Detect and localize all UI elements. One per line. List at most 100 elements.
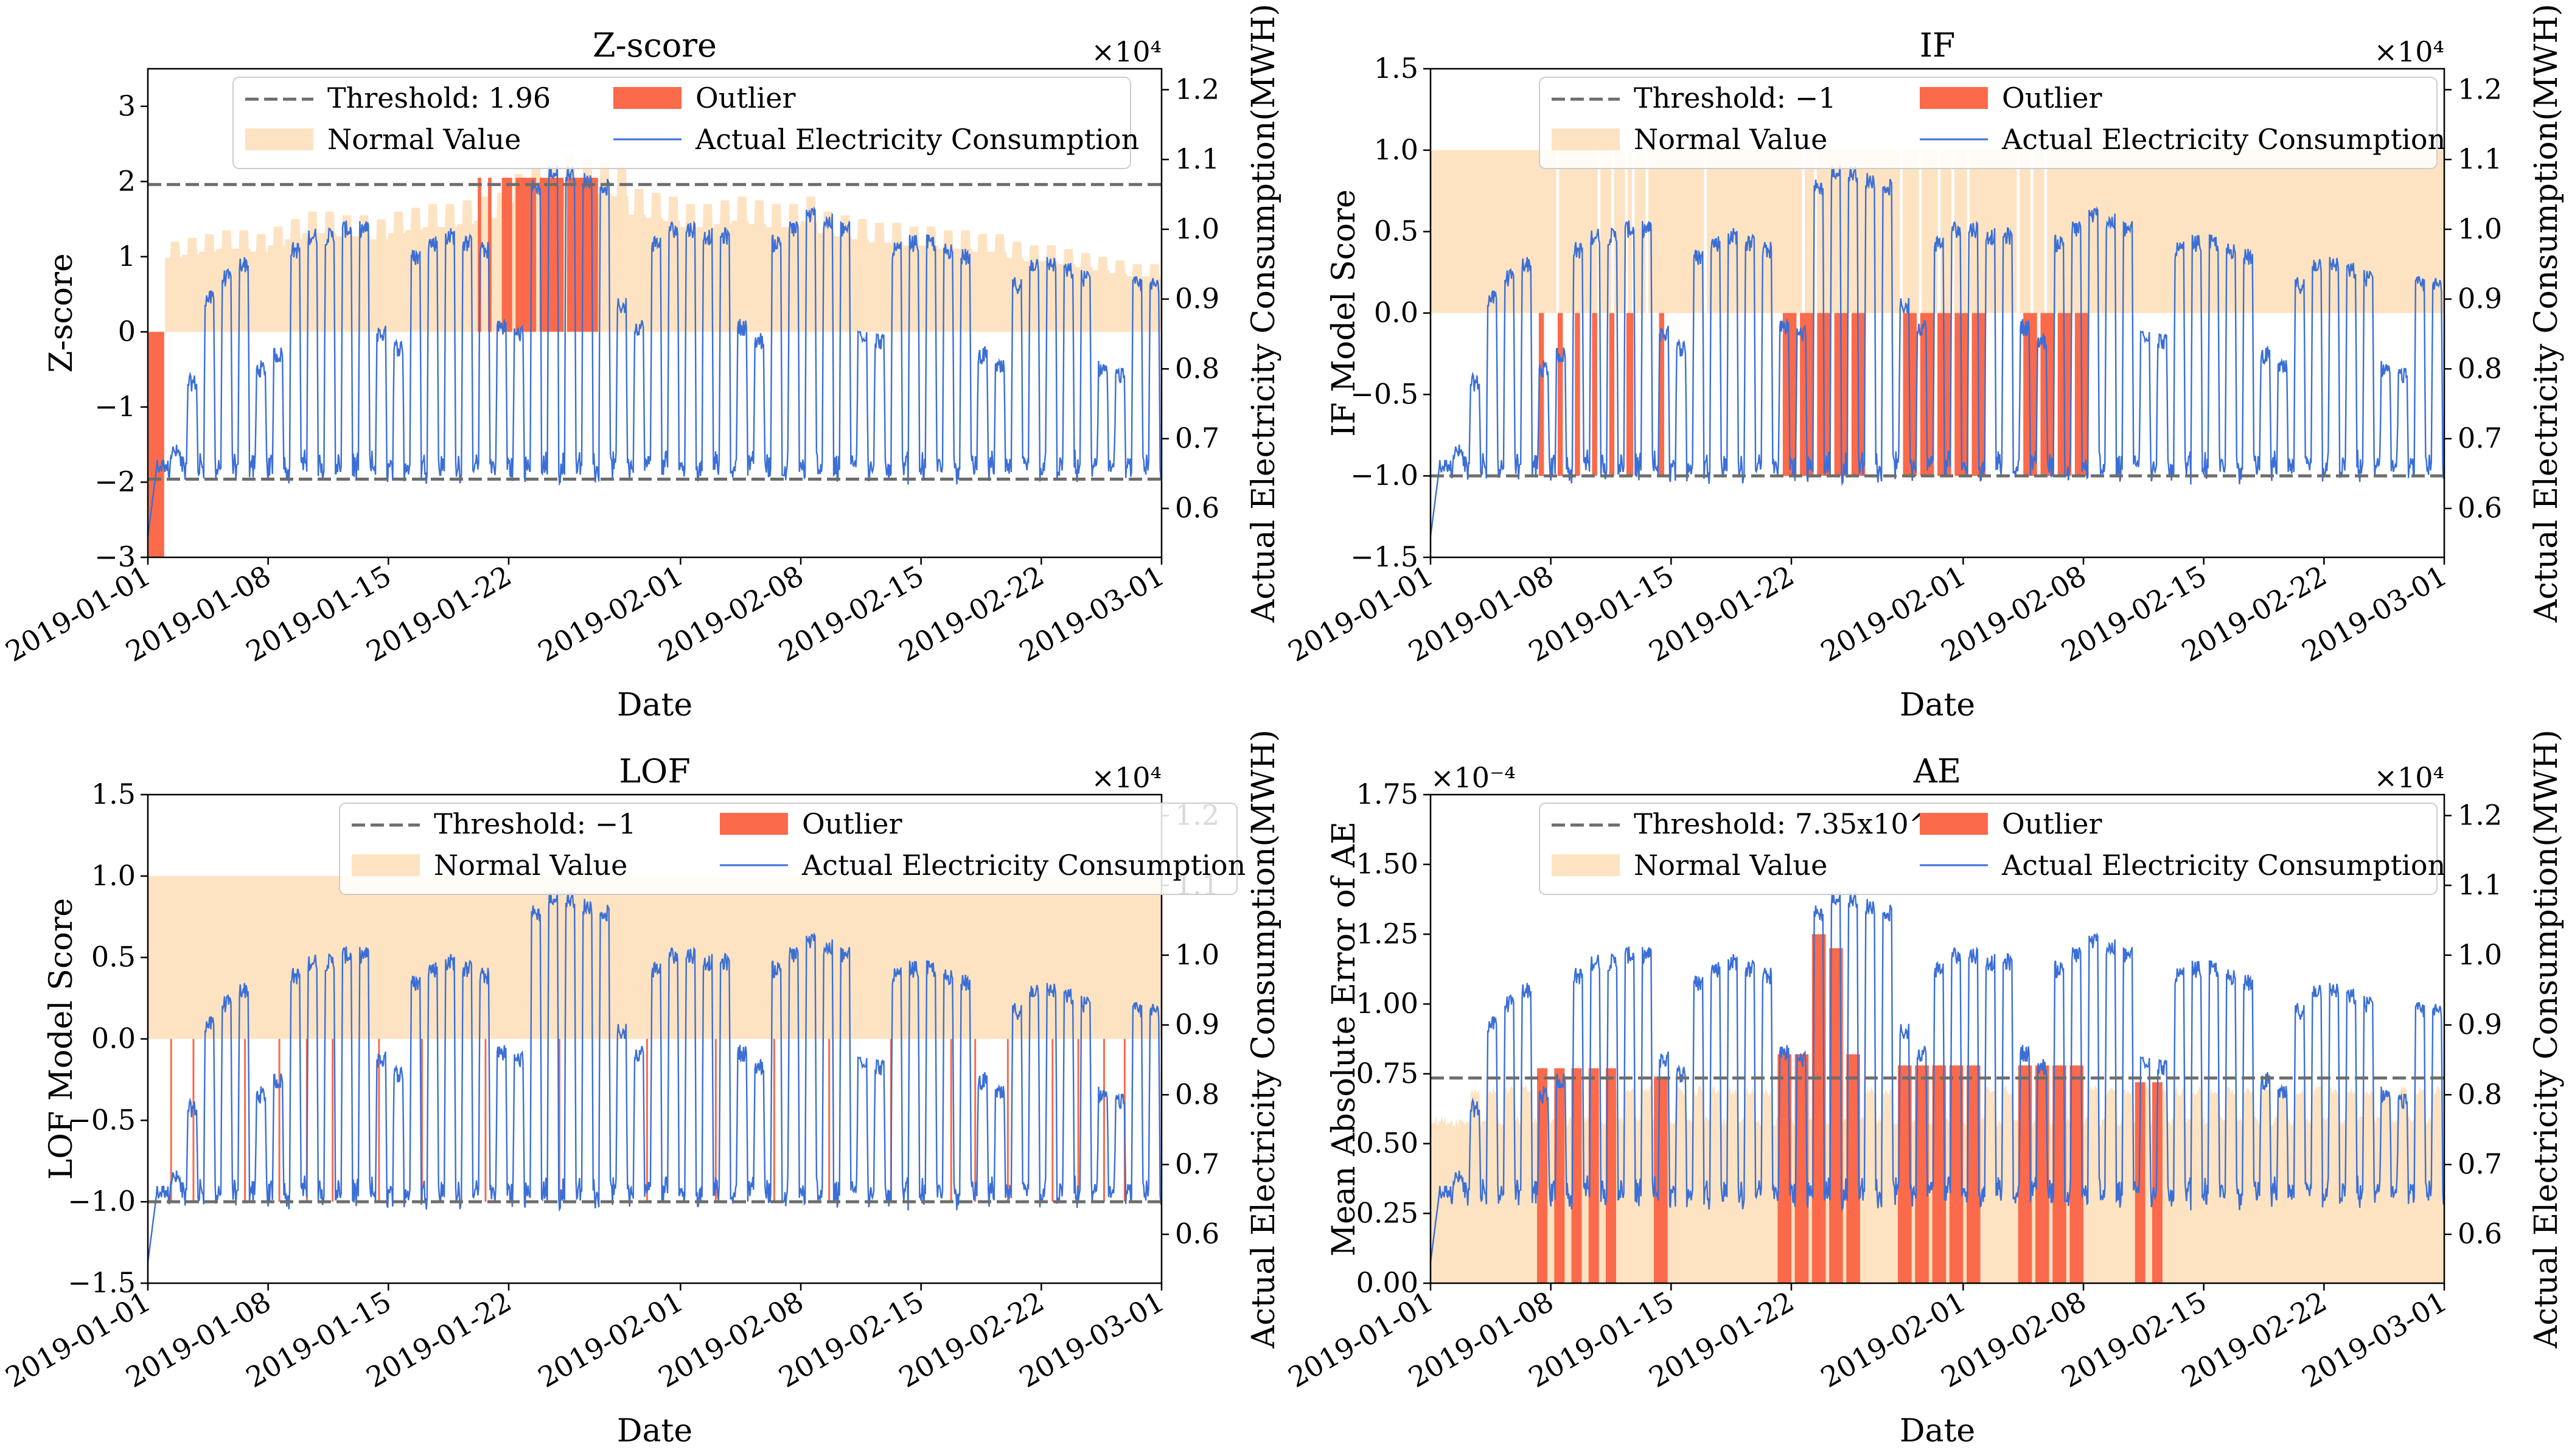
y-tick-label: 1.5 — [91, 778, 136, 810]
normal-band — [1805, 150, 1814, 313]
y-tick-label: 1.00 — [1356, 987, 1418, 1020]
outlier-bar — [2135, 1082, 2145, 1283]
y-tick-label: 0.75 — [1356, 1057, 1418, 1090]
y2-tick-label: 0.9 — [2458, 282, 2502, 315]
outlier-bar — [192, 1039, 195, 1202]
y2-tick-label: 0.8 — [1175, 1078, 1219, 1110]
y2-tick-label: 1.0 — [2458, 212, 2502, 245]
outlier-bar — [484, 1039, 487, 1202]
y-tick-label: 0.50 — [1356, 1127, 1418, 1160]
legend-normal-label: Normal Value — [1634, 849, 1827, 882]
y2-tick-label: 0.7 — [1175, 422, 1219, 455]
plot-area — [1431, 150, 2444, 537]
legend-actual-label: Actual Electricity Consumption — [801, 849, 1246, 882]
y2-tick-label: 1.0 — [1175, 212, 1219, 245]
x-axis-label: Date — [1900, 687, 1975, 723]
y2-multiplier: ×10⁴ — [2374, 35, 2444, 68]
legend: Threshold: 1.96 Outlier Normal Value Actual… — [232, 77, 1139, 169]
y2-axis-label: Actual Electricity Consumption(MWH) — [1246, 730, 1282, 1349]
legend-outlier-swatch — [720, 813, 788, 835]
plot-area — [148, 876, 1162, 1263]
actual-consumption-line — [148, 891, 1162, 1263]
outlier-bar — [170, 1039, 172, 1202]
y-tick-label: −1.0 — [1350, 459, 1418, 492]
legend-actual-label: Actual Electricity Consumption — [695, 123, 1139, 156]
outlier-bar — [1006, 1039, 1009, 1202]
normal-band — [2033, 150, 2044, 313]
y-tick-label: 1.50 — [1356, 848, 1418, 880]
legend-threshold-label: Threshold: −1 — [434, 807, 636, 840]
outlier-bar — [1575, 313, 1580, 476]
y-tick-label: 0.00 — [1356, 1266, 1418, 1299]
outlier-bar — [1932, 1065, 1947, 1283]
normal-band — [2047, 150, 2444, 313]
legend-normal-label: Normal Value — [434, 849, 627, 882]
outlier-bar — [1588, 1068, 1599, 1283]
y-tick-label: −1.0 — [68, 1185, 136, 1217]
legend-outlier-label: Outlier — [2002, 807, 2102, 840]
outlier-bar — [2018, 1065, 2032, 1283]
actual-consumption-line — [148, 165, 1162, 537]
chart-title: IF — [1920, 26, 1956, 64]
y-axis-label: LOF Model Score — [43, 898, 80, 1180]
outlier-bar — [2035, 1065, 2049, 1283]
y-multiplier: ×10⁻⁴ — [1431, 761, 1516, 794]
normal-band — [1940, 150, 1952, 313]
y2-tick-label: 0.8 — [1175, 352, 1219, 385]
x-axis-label: Date — [617, 687, 692, 723]
outlier-bar — [646, 1039, 648, 1202]
outlier-bar — [950, 1039, 952, 1202]
y2-axis-label: Actual Electricity Consumption(MWH) — [2528, 4, 2565, 623]
legend-box — [1539, 77, 2438, 169]
legend-normal-label: Normal Value — [327, 123, 521, 156]
y2-tick-label: 1.0 — [1175, 938, 1219, 971]
plot-frame — [1429, 793, 2445, 1284]
y-tick-label: 0.0 — [1374, 296, 1418, 329]
actual-consumption-line — [1431, 891, 2444, 1263]
legend-box — [339, 803, 1238, 895]
outlier-bar — [1571, 1068, 1582, 1283]
y-tick-label: 1.5 — [1374, 52, 1418, 85]
outlier-bar — [1592, 313, 1597, 476]
outlier-bar — [1949, 1065, 1964, 1283]
legend-actual-label: Actual Electricity Consumption — [2001, 849, 2445, 882]
y-tick-label: 1.0 — [91, 859, 136, 892]
normal-band — [1431, 150, 1556, 313]
chart-title: LOF — [619, 752, 691, 790]
legend-outlier-swatch — [1920, 813, 1988, 835]
legend-outlier-swatch — [1920, 87, 1988, 109]
outlier-bar — [332, 1039, 334, 1202]
y2-tick-label: 0.8 — [2458, 1078, 2502, 1110]
legend-outlier-label: Outlier — [802, 807, 902, 840]
normal-band — [1600, 150, 1612, 313]
outlier-bar — [420, 1039, 423, 1202]
outlier-bar — [378, 1039, 380, 1202]
outlier-bar — [1554, 1068, 1565, 1283]
legend-actual-label: Actual Electricity Consumption — [2001, 123, 2445, 156]
y-tick-label: 1.75 — [1356, 778, 1418, 810]
y2-tick-label: 0.6 — [1175, 1217, 1219, 1250]
legend-normal-swatch — [1552, 128, 1620, 150]
x-axis-label: Date — [617, 1413, 692, 1449]
y-tick-label: 1.25 — [1356, 917, 1418, 950]
legend-normal-swatch — [1552, 854, 1620, 876]
outlier-bar — [1794, 1054, 1809, 1283]
legend-box — [232, 77, 1131, 169]
chart-panel-ae: 0.00 0.25 0.50 0.75 1.00 1.25 1.50 1.75 0.6 0.7 0.… — [1283, 730, 2565, 1449]
y-tick-label: 0.0 — [91, 1022, 136, 1055]
outlier-bar — [1829, 948, 1843, 1283]
legend-normal-swatch — [352, 854, 420, 876]
outlier-bar — [2069, 1065, 2084, 1283]
y2-tick-label: 1.1 — [2458, 142, 2502, 175]
y-axis-label: Z-score — [43, 253, 80, 372]
outlier-bar — [974, 1039, 977, 1202]
outlier-bar — [1103, 1039, 1105, 1202]
outlier-bar — [1915, 1065, 1929, 1283]
outlier-bar — [1967, 1065, 1981, 1283]
outlier-bar — [501, 178, 512, 332]
y-tick-label: −1.5 — [68, 1266, 136, 1299]
chart-panel-if: −1.5 −1.0 −0.5 0.0 0.5 1.0 1.5 0.6 0.7 0.8 0.9 1.0 1… — [1283, 4, 2565, 723]
legend: Threshold: 7.35x10^-5 Outlier Normal Value… — [1539, 803, 2445, 895]
y-tick-label: 0.5 — [91, 941, 136, 974]
